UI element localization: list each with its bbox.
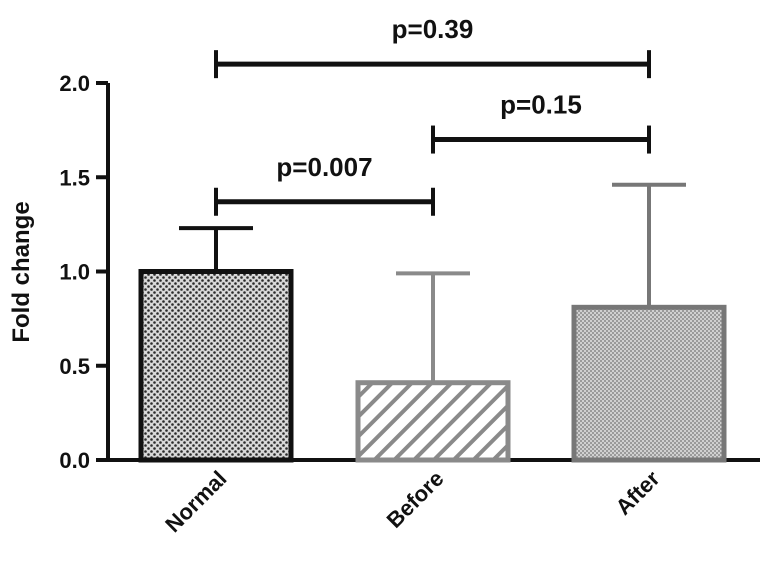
y-tick-label: 1.5 <box>59 165 90 190</box>
bar-after <box>571 304 727 463</box>
x-category-label: Before <box>382 466 449 533</box>
x-category-label: After <box>611 466 665 520</box>
y-tick-label: 2.0 <box>59 71 90 96</box>
x-category-label: Normal <box>160 466 231 537</box>
bar-series <box>138 269 727 463</box>
p-value-label: p=0.15 <box>500 90 582 120</box>
y-axis: 0.0 0.5 1.0 1.5 2.0 Fold change <box>8 71 110 473</box>
significance-bracket: p=0.39 <box>214 14 651 79</box>
p-value-label: p=0.007 <box>276 152 372 182</box>
p-value-label: p=0.39 <box>392 14 474 44</box>
y-axis-title: Fold change <box>8 201 35 342</box>
y-tick-label: 1.0 <box>59 260 90 285</box>
bar-before <box>355 380 511 463</box>
y-tick-label: 0.5 <box>59 354 90 379</box>
significance-bracket: p=0.007 <box>214 152 435 216</box>
significance-bracket: p=0.15 <box>431 90 651 154</box>
error-bars <box>179 182 686 383</box>
significance-brackets: p=0.007 p=0.15 p=0.39 <box>214 14 651 216</box>
y-tick-label: 0.0 <box>59 448 90 473</box>
x-axis: Normal Before After <box>106 458 760 537</box>
bar-normal <box>138 269 294 463</box>
